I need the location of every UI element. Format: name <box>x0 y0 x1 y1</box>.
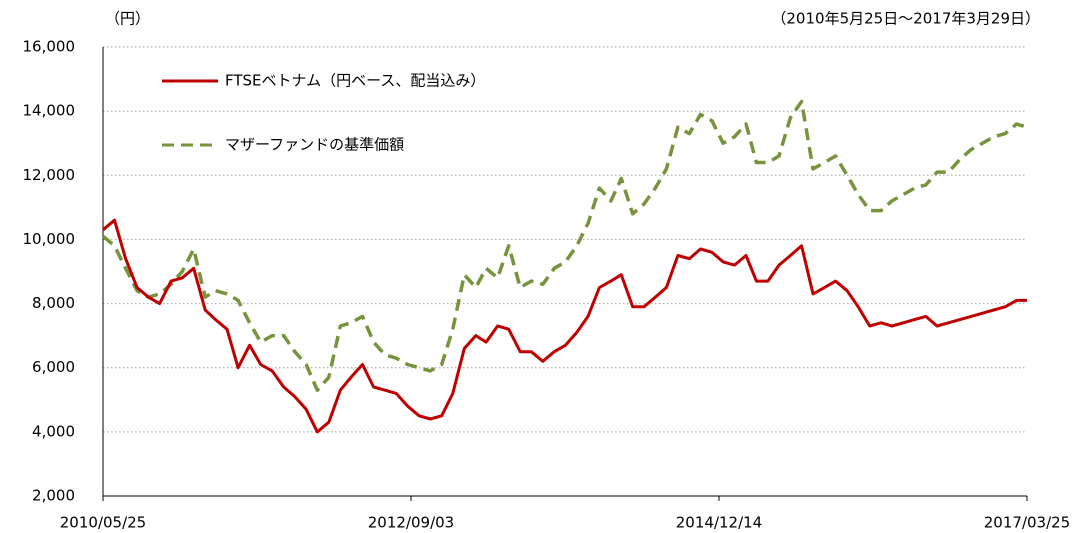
x-tick-label: 2010/05/25 <box>60 514 146 532</box>
y-tick-label: 14,000 <box>23 102 76 120</box>
y-tick-label: 10,000 <box>23 230 76 248</box>
series-line <box>101 99 1028 392</box>
legend-label: マザーファンドの基準価額 <box>225 136 404 154</box>
y-tick-label: 12,000 <box>23 166 76 184</box>
y-tick-label: 4,000 <box>32 422 75 440</box>
series-line <box>102 218 1027 434</box>
y-unit: （円） <box>105 10 150 28</box>
period: （2010年5月25日～2017年3月29日） <box>771 10 1040 28</box>
x-tick-label: 2012/09/03 <box>368 514 454 532</box>
y-tick-label: 2,000 <box>32 487 75 505</box>
x-tick-label: 2014/12/14 <box>676 514 762 532</box>
y-tick-label: 16,000 <box>23 38 76 56</box>
legend-label: FTSEベトナム（円ベース、配当込み） <box>225 72 485 90</box>
x-tick-label: 2017/03/25 <box>984 514 1070 532</box>
y-tick-label: 6,000 <box>32 358 75 376</box>
y-tick-label: 8,000 <box>32 294 75 312</box>
